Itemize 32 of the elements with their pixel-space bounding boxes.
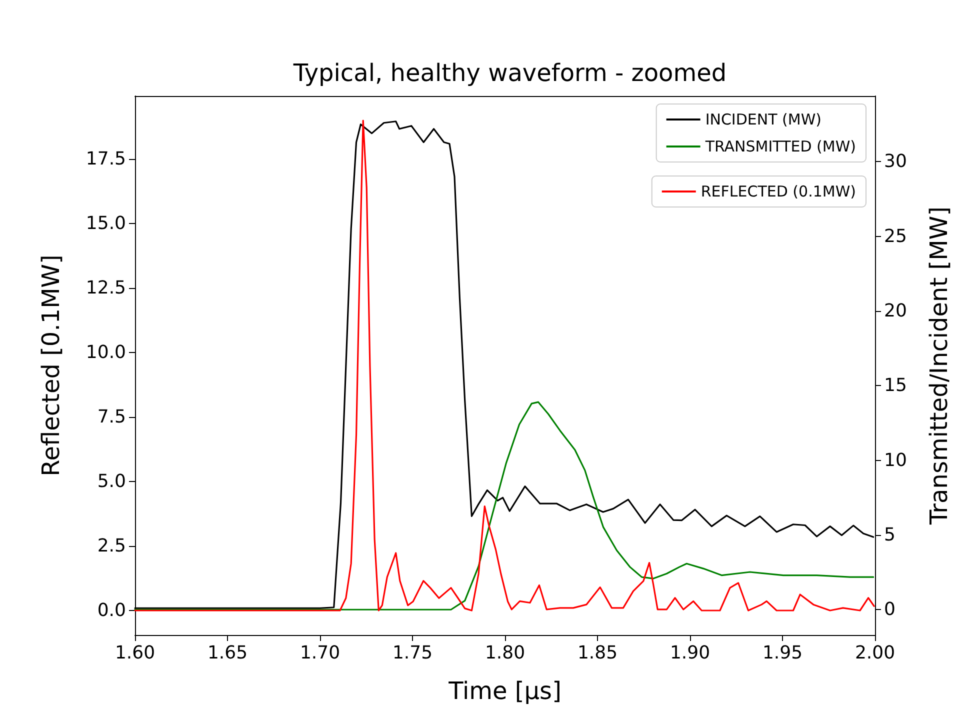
x-tick-label: 1.90: [670, 642, 710, 664]
y-tick-label: 17.5: [86, 148, 126, 170]
y2-tick-label: 25: [884, 226, 907, 247]
x-axis-title: Time [μs]: [448, 677, 562, 705]
line-series: [134, 401, 874, 610]
y-tick-label: 7.5: [97, 406, 126, 428]
legend-label: REFLECTED (0.1MW): [700, 182, 856, 200]
x-tick-label: 1.65: [207, 642, 248, 664]
y2-tick-label: 5: [884, 524, 896, 546]
y2-tick-label: 10: [884, 450, 907, 471]
x-tick-label: 1.85: [577, 642, 618, 664]
x-tick-label: 2.00: [854, 642, 896, 664]
y-axis-title: Reflected [0.1MW]: [37, 254, 65, 476]
chart-title: Typical, healthy waveform - zoomed: [292, 59, 727, 87]
y2-tick-label: 0: [884, 599, 896, 620]
x-tick-label: 1.80: [484, 642, 526, 664]
y-tick-label: 2.5: [97, 536, 126, 557]
y-tick-label: 15.0: [86, 213, 126, 234]
y2-tick-label: 30: [884, 151, 907, 172]
x-tick-label: 1.70: [300, 642, 340, 664]
legend-label: INCIDENT (MW): [705, 110, 822, 128]
y-tick-label: 10.0: [86, 342, 126, 364]
y2-tick-label: 20: [884, 300, 907, 322]
legend-label: TRANSMITTED (MW): [704, 138, 856, 156]
y-tick-label: 5.0: [97, 471, 126, 492]
x-tick-label: 1.75: [392, 642, 433, 664]
y-tick-label: 0.0: [97, 600, 126, 621]
y2-axis-title: Transmitted/Incident [MW]: [925, 206, 953, 526]
x-tick-label: 1.95: [762, 642, 803, 664]
y-tick-label: 12.5: [86, 278, 126, 299]
x-tick-label: 1.60: [114, 642, 156, 664]
y2-tick-label: 15: [884, 375, 907, 396]
